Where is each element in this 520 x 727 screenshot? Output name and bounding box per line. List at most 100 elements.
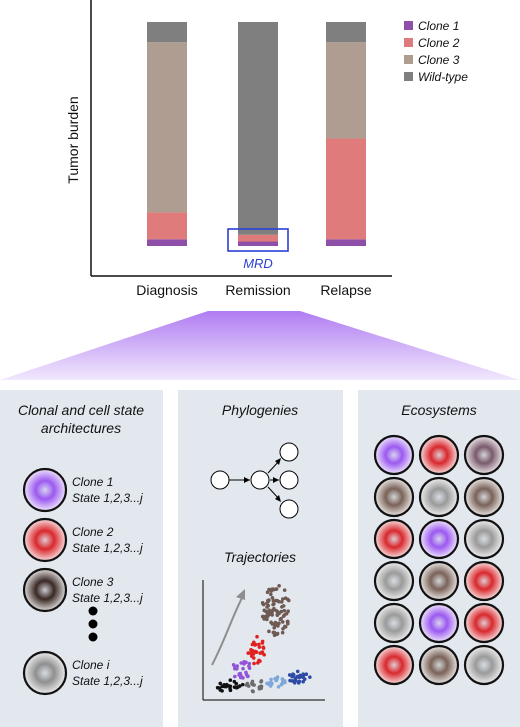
ecosystem-cell (463, 434, 505, 476)
trajectory-point (255, 634, 259, 639)
clone-name: Clone 1 (72, 475, 113, 489)
trajectory-point (270, 613, 275, 617)
left-panel-title-line2: architectures (41, 420, 121, 436)
clone-state: State 1,2,3...j (72, 674, 143, 688)
trajectory-point (217, 686, 222, 690)
clone-state: State 1,2,3...j (72, 541, 143, 555)
trajectory-point (279, 600, 284, 604)
bar-segment-remission-wild-type (238, 22, 278, 235)
trajectory-point (267, 629, 271, 634)
tree-node-mid (250, 470, 270, 490)
left-panel-title-line1: Clonal and cell state (18, 402, 144, 418)
bar-segment-diagnosis-clone-1 (147, 239, 187, 246)
trajectory-point (266, 598, 270, 603)
trajectory-point (232, 679, 237, 684)
trajectory-point (280, 677, 285, 681)
trajectory-point (233, 666, 237, 671)
trajectory-point (258, 651, 262, 655)
clone-cell-icon (22, 567, 68, 613)
mrd-highlight-box (227, 228, 289, 252)
clone-cell-icon (22, 467, 68, 513)
trajectory-point (241, 666, 245, 671)
trajectory-point (262, 608, 267, 613)
trajectory-point (270, 596, 275, 600)
trajectory-point (276, 685, 281, 689)
trajectory-point (262, 652, 266, 657)
trajectory-point (250, 642, 255, 647)
ecosystem-cell (418, 518, 460, 560)
trajectory-point (283, 625, 288, 629)
trajectory-point (237, 684, 242, 688)
tree-node-right (279, 470, 299, 490)
chart-legend: Clone 1 Clone 2 Clone 3 Wild-type (404, 19, 468, 84)
ecosystem-cell (373, 602, 415, 644)
bar-segment-relapse-clone-3 (326, 42, 366, 139)
ecosystem-cell (373, 644, 415, 686)
tree-node-root (210, 470, 230, 490)
trajectory-point (228, 684, 233, 689)
tree-node-top (279, 442, 299, 462)
clone-cell-icon (22, 650, 68, 696)
trajectory-point (275, 631, 280, 636)
trajectory-point (239, 661, 244, 665)
legend-swatch (404, 21, 413, 30)
trajectory-point (291, 672, 295, 676)
legend-label: Clone 2 (418, 36, 460, 50)
trajectory-point (253, 642, 258, 647)
trajectory-point (271, 608, 275, 613)
trajectory-point (265, 610, 269, 615)
trajectory-point (250, 689, 255, 693)
trajectory-point (220, 689, 224, 693)
trajectory-point (248, 651, 253, 655)
trajectory-point (257, 642, 261, 647)
trajectory-point (257, 645, 262, 649)
trajectory-point (259, 686, 263, 691)
trajectory-point (259, 679, 263, 684)
trajectory-point (304, 672, 309, 677)
legend-swatch (404, 72, 413, 81)
ecosystem-cell (418, 644, 460, 686)
trajectory-point (281, 614, 286, 618)
clone-name: Clone 3 (72, 575, 114, 589)
trajectory-point (269, 677, 273, 682)
clone-name: Clone 2 (72, 525, 114, 539)
x-tick-relapse: Relapse (320, 282, 372, 298)
trajectory-point (266, 614, 270, 618)
trajectory-point (233, 674, 237, 679)
ecosystem-cell (463, 644, 505, 686)
trajectory-point (298, 675, 302, 679)
trajectory-point (301, 672, 305, 676)
ecosystem-cell (463, 476, 505, 518)
mrd-label: MRD (243, 256, 273, 271)
trajectory-point (280, 630, 285, 635)
trajectory-point (252, 661, 256, 666)
trajectory-point (260, 641, 265, 645)
ecosystem-cell (373, 560, 415, 602)
bar-segment-relapse-clone-2 (326, 138, 366, 240)
trajectory-point (297, 679, 302, 684)
ecosystem-cell (373, 434, 415, 476)
trajectory-point (260, 600, 265, 605)
trajectory-point (250, 679, 255, 684)
legend-label: Clone 1 (418, 19, 459, 33)
trajectory-point (281, 597, 285, 601)
ecosystem-cell (463, 602, 505, 644)
trajectory-point (270, 622, 275, 626)
legend-swatch (404, 38, 413, 47)
trajectory-point (240, 682, 245, 687)
trajectory-point (237, 673, 241, 677)
ecosystems-title: Ecosystems (401, 402, 476, 418)
ecosystem-grid (373, 434, 505, 686)
trajectory-point (277, 584, 281, 588)
y-axis-label: Tumor burden (65, 96, 81, 183)
x-tick-remission: Remission (225, 282, 290, 298)
trajectory-point (274, 678, 279, 683)
trajectory-point (280, 620, 285, 624)
bar-segment-relapse-wild-type (326, 22, 366, 43)
ecosystem-cell (463, 560, 505, 602)
bar-segment-diagnosis-clone-3 (147, 42, 187, 213)
stacked-bar-chart: Tumor burden Diagnosis Remission Relapse M… (65, 0, 468, 298)
trajectory-point (234, 685, 239, 690)
trajectory-point (274, 608, 279, 613)
